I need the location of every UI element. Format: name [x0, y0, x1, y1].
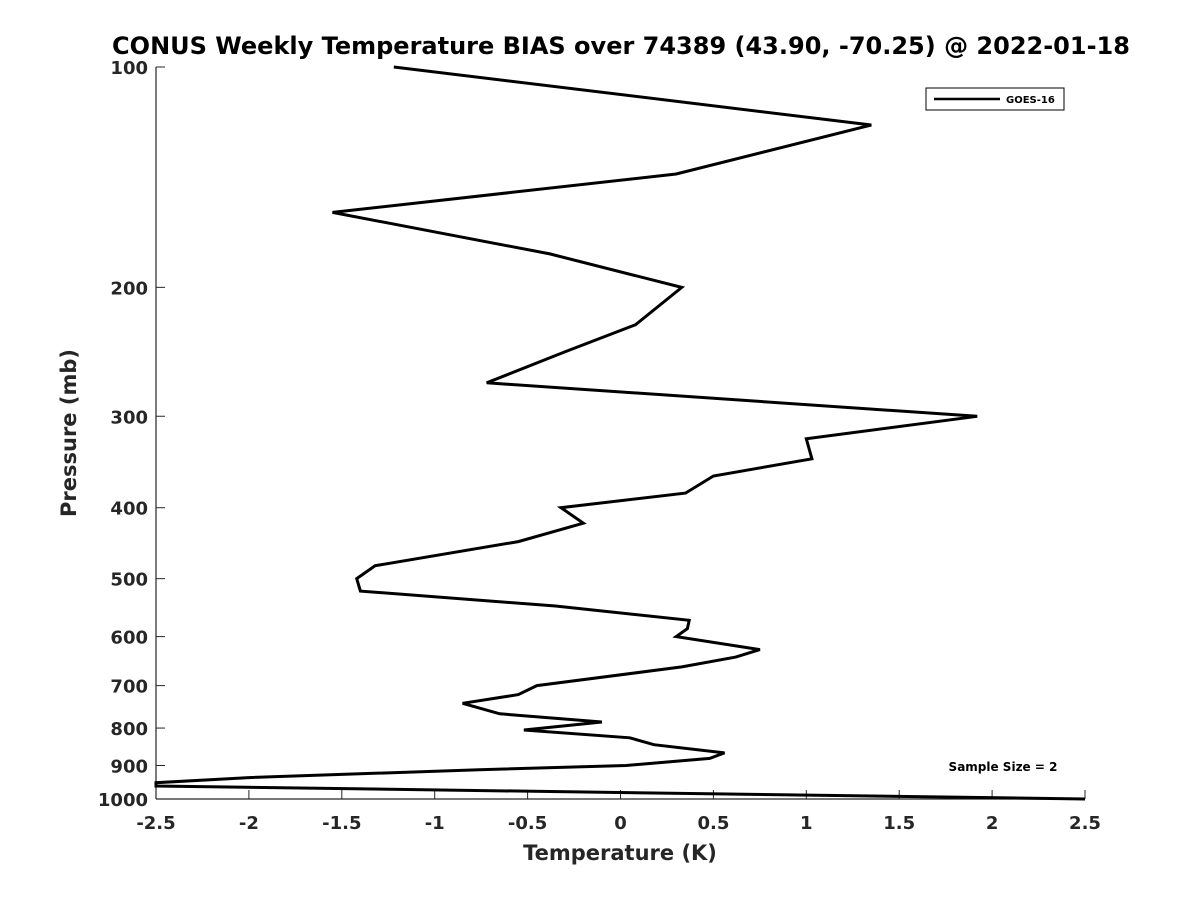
x-tick-label: -2	[239, 813, 259, 834]
x-tick-label: -1.5	[322, 813, 361, 834]
x-tick-label: 0.5	[697, 813, 729, 834]
x-tick-label: 1	[800, 813, 813, 834]
y-tick-label: 700	[110, 677, 148, 698]
x-tick-label: -2.5	[136, 813, 175, 834]
y-tick-label: 600	[110, 628, 148, 649]
y-tick-label: 400	[110, 499, 148, 520]
series-layer	[154, 65, 1086, 801]
y-tick-label: 500	[110, 570, 148, 591]
x-tick-label: -0.5	[508, 813, 547, 834]
x-tick-label: 1.5	[883, 813, 915, 834]
y-tick-label: 1000	[98, 790, 148, 811]
x-tick-label: -1	[425, 813, 445, 834]
x-tick-label: 2	[986, 813, 999, 834]
plot-area: -2.5 -2 -1.5 -1 -0.5 0 0.5 1 1.5 2 2.5 100 200 300 40…	[98, 58, 1101, 834]
sample-size-annotation: Sample Size = 2	[949, 760, 1058, 774]
x-axis-title: Temperature (K)	[523, 841, 717, 865]
y-axis-title: Pressure (mb)	[57, 349, 81, 517]
x-ticks: -2.5 -2 -1.5 -1 -0.5 0 0.5 1 1.5 2 2.5	[136, 790, 1101, 834]
y-tick-label: 800	[110, 719, 148, 740]
legend-label-goes-16: GOES-16	[1006, 95, 1055, 106]
y-tick-label: 100	[110, 58, 148, 79]
y-tick-label: 300	[110, 407, 148, 428]
legend: GOES-16	[925, 87, 1065, 111]
x-tick-label: 2.5	[1069, 813, 1101, 834]
series-line-goes-16	[154, 65, 1086, 801]
x-tick-label: 0	[614, 813, 627, 834]
chart-title: CONUS Weekly Temperature BIAS over 74389…	[112, 32, 1130, 60]
y-ticks: 100 200 300 400 500 600 700 800 900 1000	[98, 58, 165, 811]
y-tick-label: 900	[110, 757, 148, 778]
y-tick-label: 200	[110, 278, 148, 299]
